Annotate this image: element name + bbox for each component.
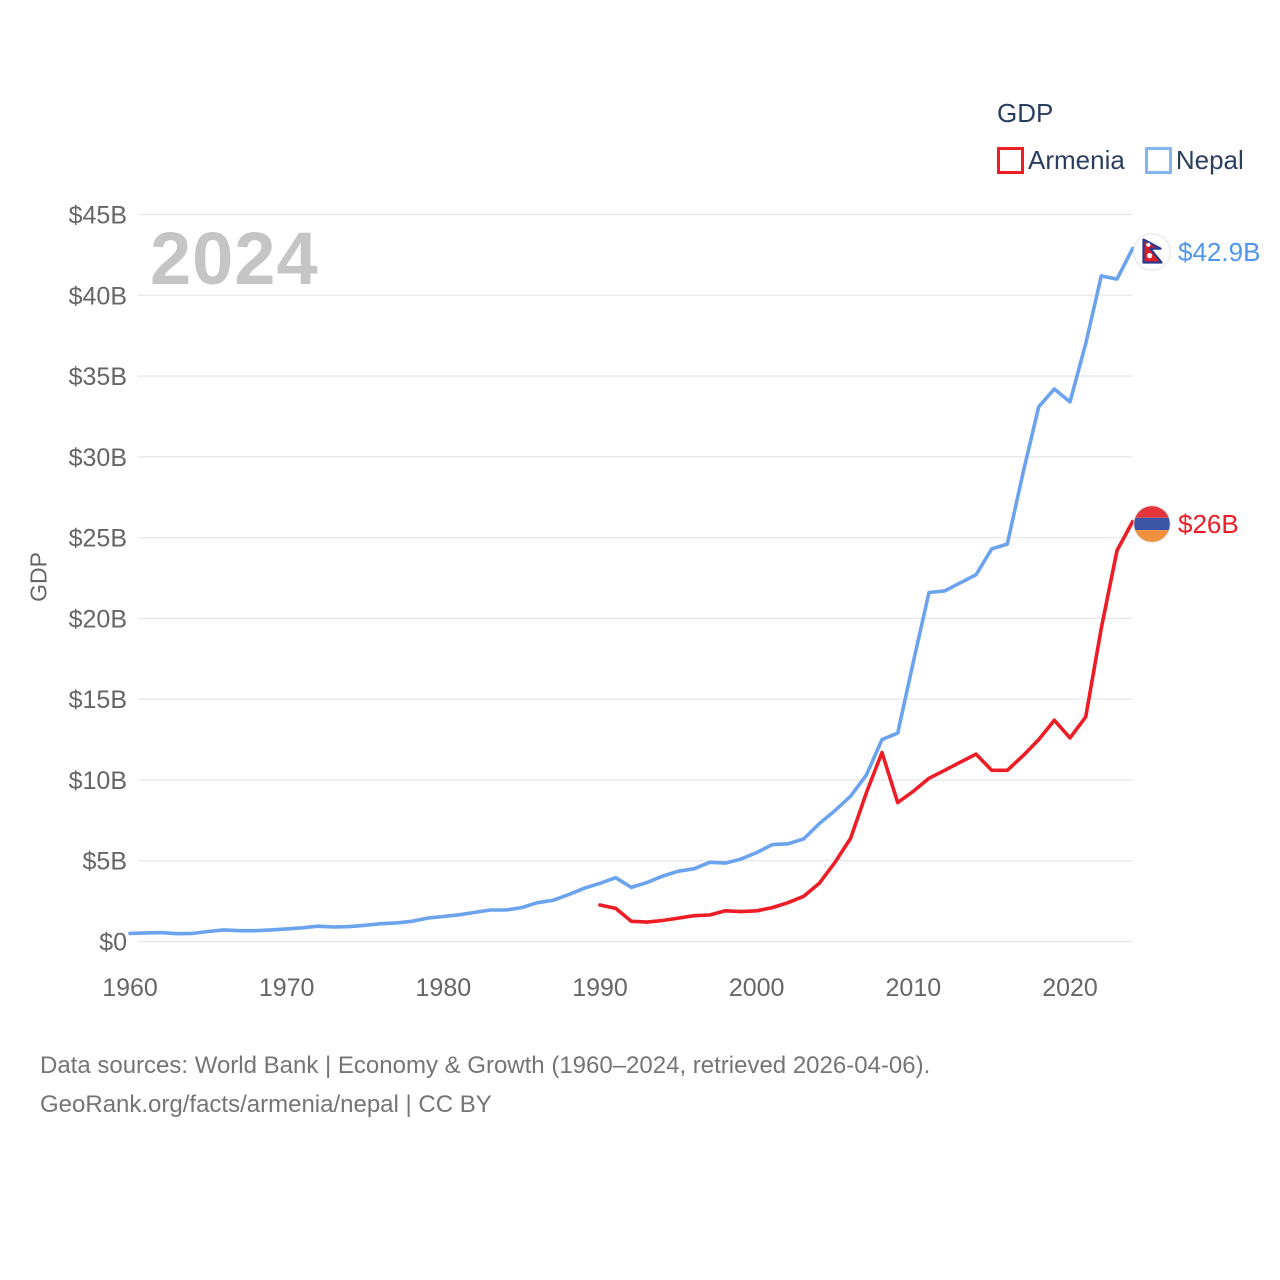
legend-label-nepal: Nepal	[1175, 145, 1244, 175]
y-tick-$45B: $45B	[69, 202, 127, 230]
y-tick-$35B: $35B	[69, 363, 127, 391]
y-tick-$0: $0	[99, 929, 127, 957]
y-axis-title: GDP	[25, 552, 52, 602]
x-tick-1980: 1980	[416, 974, 472, 1002]
y-tick-$25B: $25B	[69, 525, 127, 553]
x-tick-2010: 2010	[886, 974, 942, 1002]
y-tick-$20B: $20B	[69, 605, 127, 633]
armenia-line[interactable]	[598, 519, 1135, 924]
nepal-flag-icon	[1133, 233, 1171, 271]
legend-title: GDP	[997, 98, 1054, 128]
legend-item-nepal[interactable]: Nepal	[1144, 145, 1244, 176]
legend-label-armenia: Armenia	[1028, 145, 1125, 175]
nepal-line[interactable]	[128, 246, 1135, 936]
legend: GDP Armenia Nepal	[997, 98, 1244, 176]
nepal-end-value: $42.9B	[1178, 236, 1261, 267]
y-tick-$30B: $30B	[69, 444, 127, 472]
year-watermark: 2024	[150, 217, 319, 300]
y-tick-$5B: $5B	[83, 848, 127, 876]
y-tick-$15B: $15B	[69, 686, 127, 714]
x-tick-1970: 1970	[259, 974, 315, 1002]
nepal-swatch-icon	[1144, 147, 1172, 174]
legend-item-armenia[interactable]: Armenia	[997, 145, 1125, 176]
armenia-end-label: $26B	[1133, 505, 1239, 543]
footer-attribution-line: GeoRank.org/facts/armenia/nepal | CC BY	[40, 1091, 492, 1118]
x-tick-1990: 1990	[572, 974, 628, 1002]
armenia-end-value: $26B	[1178, 508, 1239, 539]
x-tick-2000: 2000	[729, 974, 785, 1002]
armenia-swatch-icon	[997, 147, 1024, 174]
armenia-flag-icon	[1133, 505, 1171, 543]
y-tick-$40B: $40B	[69, 282, 127, 310]
legend-items: Armenia Nepal	[997, 145, 1244, 176]
nepal-end-label: $42.9B	[1133, 233, 1260, 271]
footer: Data sources: World Bank | Economy & Gro…	[40, 1046, 930, 1124]
x-tick-2020: 2020	[1042, 974, 1098, 1002]
y-tick-$10B: $10B	[69, 767, 127, 795]
x-tick-1960: 1960	[102, 974, 158, 1002]
footer-sources-line: Data sources: World Bank | Economy & Gro…	[40, 1052, 931, 1079]
